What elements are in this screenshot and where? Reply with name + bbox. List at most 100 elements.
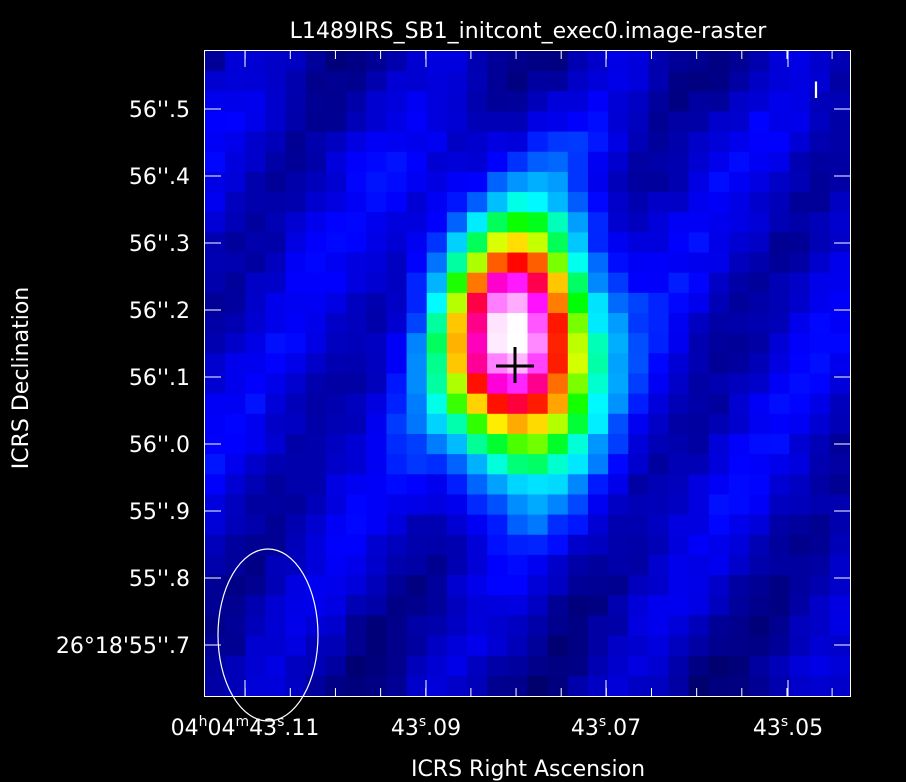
raster-pixel [386, 393, 408, 415]
raster-pixel [446, 373, 468, 395]
raster-pixel [527, 454, 549, 475]
raster-pixel [346, 131, 367, 153]
raster-pixel [406, 413, 428, 435]
raster-pixel [809, 413, 831, 435]
raster-pixel [285, 534, 307, 556]
raster-pixel [648, 575, 670, 596]
raster-pixel [769, 71, 791, 92]
raster-pixel [426, 575, 448, 596]
raster-pixel [487, 474, 508, 496]
raster-pixel [446, 675, 468, 697]
raster-pixel [386, 595, 408, 616]
raster-pixel [547, 292, 569, 314]
raster-pixel [325, 333, 347, 354]
raster-pixel [628, 655, 650, 677]
beam-ellipse [217, 548, 319, 722]
raster-pixel [346, 91, 367, 113]
raster-pixel [406, 514, 428, 536]
raster-pixel [829, 51, 851, 72]
raster-pixel [608, 71, 629, 92]
raster-pixel [446, 635, 468, 657]
raster-pixel [749, 71, 770, 92]
raster-pixel [426, 554, 448, 576]
raster-pixel [406, 111, 428, 133]
raster-pixel [245, 595, 267, 616]
raster-pixel [507, 413, 529, 435]
raster-pixel [285, 91, 307, 113]
raster-pixel [789, 71, 811, 92]
x-tick-label: 43s.05 [753, 714, 823, 741]
raster-pixel [487, 454, 508, 475]
raster-pixel [547, 413, 569, 435]
raster-pixel [628, 373, 650, 395]
raster-pixel [587, 292, 609, 314]
raster-pixel [527, 635, 549, 657]
raster-pixel [225, 474, 246, 496]
raster-pixel [406, 151, 428, 173]
raster-pixel [769, 272, 791, 294]
raster-pixel [487, 71, 508, 92]
raster-pixel [688, 131, 710, 153]
raster-pixel [346, 413, 367, 435]
raster-pixel [789, 272, 811, 294]
raster-pixel [587, 71, 609, 92]
raster-pixel [265, 575, 287, 596]
raster-pixel [708, 252, 730, 274]
raster-pixel [285, 252, 307, 274]
raster-pixel [507, 333, 529, 354]
raster-pixel [769, 595, 791, 616]
raster-pixel [245, 71, 267, 92]
raster-pixel [789, 655, 811, 677]
raster-pixel [708, 232, 730, 254]
raster-pixel [688, 595, 710, 616]
raster-pixel [225, 111, 246, 133]
raster-pixel [386, 333, 408, 354]
raster-pixel [547, 433, 569, 455]
raster-pixel [789, 575, 811, 596]
raster-pixel [406, 272, 428, 294]
raster-pixel [809, 595, 831, 616]
raster-pixel [547, 393, 569, 415]
raster-pixel [789, 292, 811, 314]
raster-pixel [245, 232, 267, 254]
raster-pixel [789, 313, 811, 334]
raster-pixel [487, 91, 508, 113]
raster-pixel [809, 111, 831, 133]
raster-pixel [668, 51, 690, 72]
raster-pixel [386, 655, 408, 677]
raster-pixel [285, 353, 307, 375]
raster-pixel [587, 595, 609, 616]
raster-pixel [205, 575, 226, 596]
raster-pixel [688, 91, 710, 113]
raster-pixel [608, 111, 629, 133]
raster-pixel [426, 655, 448, 677]
raster-pixel [708, 272, 730, 294]
raster-pixel [386, 171, 408, 193]
raster-pixel [809, 655, 831, 677]
raster-pixel [366, 192, 388, 213]
raster-pixel [789, 675, 811, 697]
raster-pixel [325, 615, 347, 637]
raster-pixel [527, 514, 549, 536]
raster-pixel [527, 474, 549, 496]
raster-pixel [467, 252, 488, 274]
raster-pixel [749, 232, 770, 254]
raster-pixel [688, 514, 710, 536]
raster-pixel [769, 413, 791, 435]
raster-pixel [809, 474, 831, 496]
raster-pixel [346, 151, 367, 173]
raster-pixel [245, 111, 267, 133]
raster-pixel [507, 373, 529, 395]
raster-pixel [829, 554, 851, 576]
raster-pixel [628, 192, 650, 213]
raster-pixel [305, 252, 327, 274]
raster-pixel [829, 635, 851, 657]
raster-pixel [346, 252, 367, 274]
axis-ticks [205, 51, 850, 696]
raster-pixel [809, 313, 831, 334]
raster-pixel [608, 51, 629, 72]
raster-pixel [809, 433, 831, 455]
raster-pixel [205, 131, 226, 153]
raster-pixel [688, 292, 710, 314]
